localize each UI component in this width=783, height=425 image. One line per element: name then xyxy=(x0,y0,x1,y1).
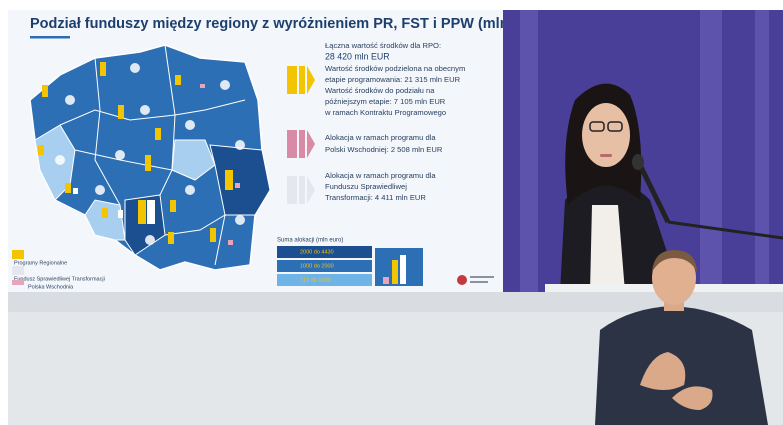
info-line: późniejszym etapie: 7 105 mln EUR xyxy=(325,97,446,106)
scale-sample xyxy=(375,248,423,286)
scale-item: 712 do 1000 xyxy=(300,277,331,283)
page: {"slide": { "title": "Podział funduszy m… xyxy=(0,0,783,425)
legend-swatch xyxy=(12,250,24,259)
legend-label: Polska Wschodnia xyxy=(28,284,74,290)
scale-title: Suma alokacji (mln euro) xyxy=(277,238,343,244)
info-line: Łączna wartość środków dla RPO: xyxy=(325,41,441,50)
scale-item: 1000 do 2000 xyxy=(300,263,334,269)
info-line: Alokacja w ramach programu dla xyxy=(325,171,436,180)
info-line: Transformacji: 4 411 mln EUR xyxy=(325,193,426,202)
screenshot: Podział funduszy między regiony z wyróżn… xyxy=(0,0,783,425)
scale-item: 2000 do 4430 xyxy=(300,249,334,255)
legend-swatch xyxy=(12,266,24,275)
info-line: Wartość środków do podziału na xyxy=(325,86,435,95)
info-line: Wartość środków podzielona na obecnym xyxy=(325,64,465,73)
info-line: Polski Wschodniej: 2 508 mln EUR xyxy=(325,145,443,154)
info-line: 28 420 mln EUR xyxy=(325,51,390,61)
info-line: w ramach Kontraktu Programowego xyxy=(324,108,446,117)
info-line: etapie programowania: 21 315 mln EUR xyxy=(325,75,461,84)
title-underline xyxy=(30,36,70,39)
legend-label: Programy Regionalne xyxy=(14,260,67,266)
slide-title: Podział funduszy między regiony z wyróżn… xyxy=(30,16,548,32)
legend-swatch xyxy=(12,280,24,285)
info-line: Alokacja w ramach programu dla xyxy=(325,133,436,142)
info-line: Funduszu Sprawiedliwej xyxy=(325,182,407,191)
legend-label: Fundusz Sprawiedliwej Transformacji xyxy=(14,276,105,282)
